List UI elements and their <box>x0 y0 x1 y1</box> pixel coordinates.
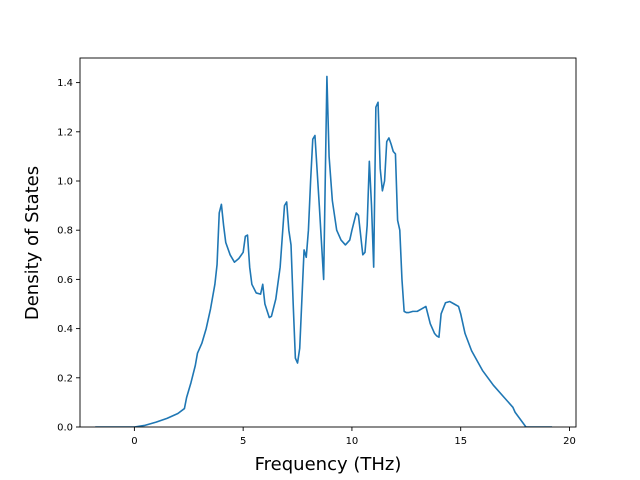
y-tick-label: 0.4 <box>57 324 73 335</box>
y-tick-label: 1.2 <box>57 127 73 138</box>
y-tick-label: 0.8 <box>57 226 73 237</box>
plot-area <box>79 57 577 428</box>
x-axis-label: Frequency (THz) <box>255 454 402 475</box>
y-tick-label: 1.0 <box>57 177 73 188</box>
y-tick-label: 1.4 <box>57 78 73 89</box>
x-tick-label: 15 <box>454 436 467 447</box>
y-tick-label: 0.0 <box>57 423 73 434</box>
x-tick-label: 0 <box>131 436 137 447</box>
series-line-0 <box>95 75 553 427</box>
x-tick-label: 20 <box>563 436 576 447</box>
y-tick-label: 0.6 <box>57 275 73 286</box>
x-tick-label: 5 <box>240 436 246 447</box>
x-tick-label: 10 <box>346 436 359 447</box>
axes-frame <box>79 57 577 428</box>
ticks: 0 5 10 15 20 0.0 0.2 0.4 0.6 0.8 1.0 1.2 1.4 <box>57 78 576 447</box>
y-tick-label: 0.2 <box>57 373 73 384</box>
y-axis-label: Density of States <box>22 166 43 320</box>
